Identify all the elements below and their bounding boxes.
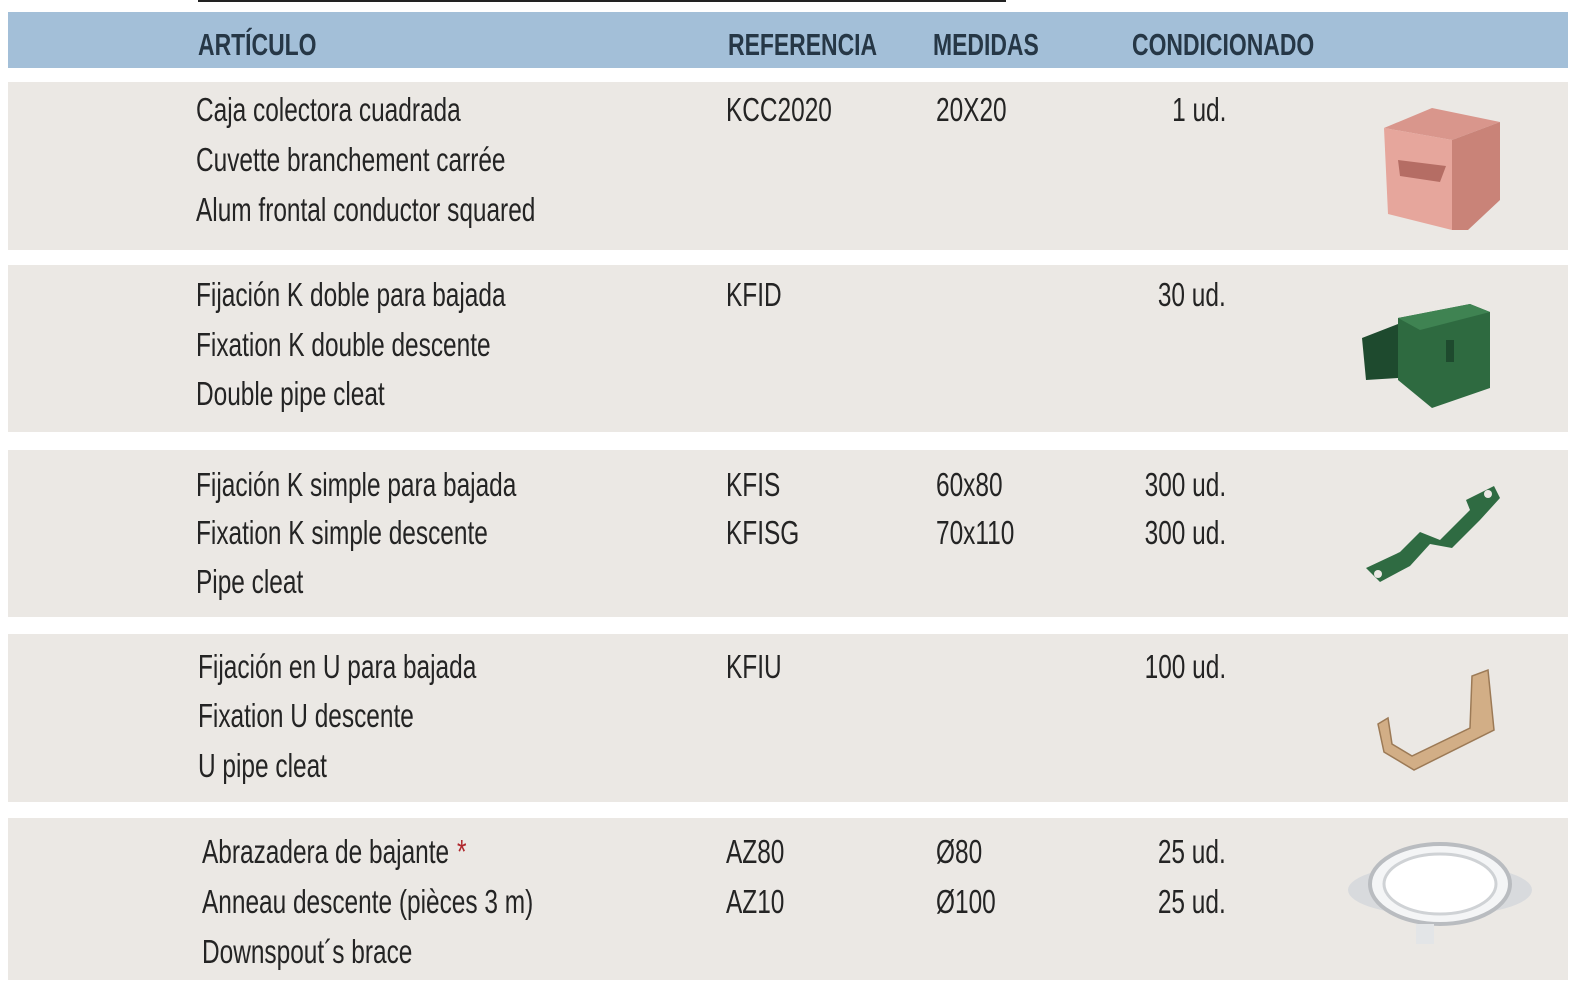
reference: KCC2020 [726,91,832,128]
article-name: Downspout´s brace [202,933,413,970]
row-band [8,634,1568,802]
article-name: Double pipe cleat [196,375,385,412]
u-cleat-image [1377,668,1495,771]
article-name: Fijación K doble para bajada [196,276,506,313]
packaging: 300 ud. [1144,466,1226,503]
measure: Ø80 [936,833,983,870]
article-name: Cuvette branchement carrée [196,141,506,178]
packaging: 300 ud. [1144,514,1226,551]
collector-box-image [1384,108,1500,230]
article-name: Abrazadera de bajante [202,833,450,870]
column-header: MEDIDAS [933,27,1039,62]
article-name: Fixation K simple descente [196,514,488,551]
article-name: U pipe cleat [198,747,327,784]
row-band [8,450,1568,617]
reference: KFID [726,276,782,313]
column-header: ARTÍCULO [198,27,317,62]
row-band [8,818,1568,980]
packaging: 1 ud. [1171,91,1226,128]
simple-cleat-image [1366,486,1500,582]
row-band [8,82,1568,250]
reference: KFISG [726,514,800,551]
column-header: REFERENCIA [728,27,878,62]
article-name: Alum frontal conductor squared [196,191,536,228]
article-name: Fijación K simple para bajada [196,466,517,503]
packaging: 30 ud. [1158,276,1226,313]
reference: KFIU [726,648,782,685]
article-name: Fixation K double descente [196,326,491,363]
packaging: 25 ud. [1158,883,1226,920]
article-note: * [457,833,467,870]
article-name: Pipe cleat [196,563,304,600]
measure: 70x110 [936,514,1015,551]
packaging: 25 ud. [1158,833,1226,870]
row-band [8,265,1568,432]
header-band [8,12,1568,68]
article-name: Caja colectora cuadrada [196,91,461,128]
reference: KFIS [726,466,781,503]
double-cleat-image [1362,304,1490,408]
packaging: 100 ud. [1144,648,1226,685]
reference: AZ80 [726,833,785,870]
measure: 60x80 [936,466,1003,503]
reference: AZ10 [726,883,785,920]
top-rule [198,0,1006,2]
article-name: Anneau descente (pièces 3 m) [202,883,534,920]
measure: 20X20 [936,91,1007,128]
downspout-brace-image [1348,842,1532,944]
article-name: Fijación en U para bajada [198,648,477,685]
article-name: Fixation U descente [198,697,414,734]
column-header: CONDICIONADO [1132,27,1315,62]
measure: Ø100 [936,883,996,920]
